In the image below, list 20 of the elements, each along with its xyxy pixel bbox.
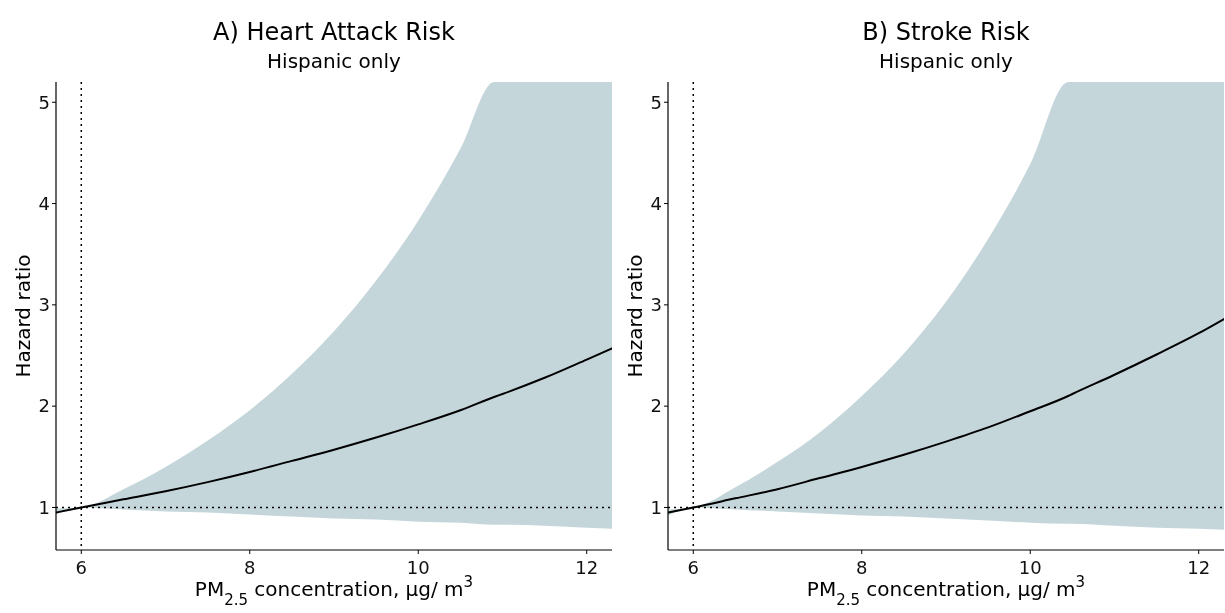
y-axis-title: Hazard ratio [11, 254, 35, 378]
y-tick-label: 3 [38, 294, 50, 316]
y-tick-label: 2 [650, 395, 662, 417]
y-tick-label: 1 [38, 496, 50, 518]
chart-title: B) Stroke Risk [862, 18, 1030, 46]
chart-title: A) Heart Attack Risk [213, 18, 456, 46]
x-tick-label: 6 [75, 557, 87, 578]
y-tick-label: 5 [38, 91, 50, 113]
y-tick-label: 4 [650, 192, 662, 214]
y-axis-title: Hazard ratio [623, 254, 647, 378]
y-tick-label: 2 [38, 395, 50, 417]
y-tick-label: 5 [650, 91, 662, 113]
chart-subtitle: Hispanic only [267, 49, 402, 73]
chart-subtitle: Hispanic only [879, 49, 1014, 73]
y-tick-label: 1 [650, 496, 662, 518]
x-tick-label: 6 [687, 557, 699, 578]
y-tick-label: 3 [650, 294, 662, 316]
y-tick-label: 4 [38, 192, 50, 214]
x-tick-label: 12 [1187, 557, 1211, 578]
x-tick-label: 12 [575, 557, 599, 578]
